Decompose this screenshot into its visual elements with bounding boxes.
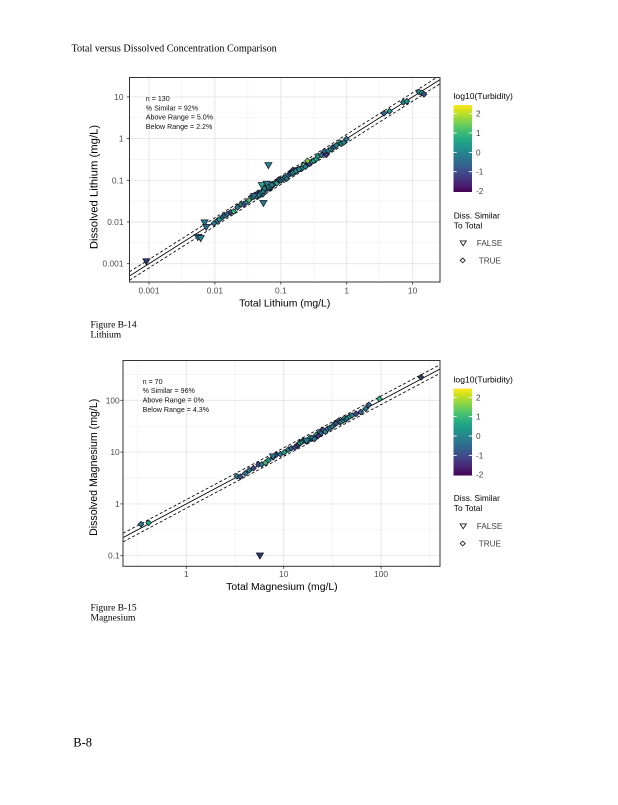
svg-text:% Similar = 92%: % Similar = 92% <box>146 104 199 112</box>
svg-text:2: 2 <box>476 393 481 402</box>
svg-text:FALSE: FALSE <box>477 239 503 248</box>
svg-text:1: 1 <box>184 569 189 579</box>
svg-text:-1: -1 <box>476 168 484 177</box>
svg-text:0.01: 0.01 <box>107 217 124 227</box>
svg-text:0: 0 <box>476 432 481 441</box>
svg-text:1: 1 <box>119 134 124 144</box>
svg-text:1: 1 <box>115 499 120 509</box>
svg-text:Above Range = 0%: Above Range = 0% <box>143 397 205 405</box>
svg-text:1: 1 <box>476 413 481 422</box>
svg-text:To Total: To Total <box>454 220 483 230</box>
svg-text:1: 1 <box>344 286 349 296</box>
svg-text:0.01: 0.01 <box>207 286 224 296</box>
svg-text:Diss. Similar: Diss. Similar <box>454 493 500 503</box>
svg-text:Total Magnesium (mg/L): Total Magnesium (mg/L) <box>226 582 337 593</box>
svg-text:0.001: 0.001 <box>103 259 124 269</box>
svg-text:Total Lithium (mg/L): Total Lithium (mg/L) <box>239 299 330 310</box>
svg-text:-1: -1 <box>476 451 484 460</box>
svg-text:0.001: 0.001 <box>139 286 160 296</box>
svg-text:Total versus Dissolved Concent: Total versus Dissolved Concentration Com… <box>72 44 277 55</box>
svg-text:Figure B-14: Figure B-14 <box>91 320 137 330</box>
svg-text:B-8: B-8 <box>73 736 92 750</box>
svg-text:TRUE: TRUE <box>479 256 502 265</box>
svg-text:-2: -2 <box>476 187 484 196</box>
svg-text:100: 100 <box>374 569 388 579</box>
svg-text:To Total: To Total <box>454 503 483 513</box>
svg-text:log10(Turbidity): log10(Turbidity) <box>454 375 514 385</box>
svg-text:Figure B-15: Figure B-15 <box>91 603 137 613</box>
svg-text:Diss. Similar: Diss. Similar <box>454 211 500 221</box>
svg-text:Magnesium: Magnesium <box>91 613 136 623</box>
svg-text:Above Range = 5.0%: Above Range = 5.0% <box>146 114 214 122</box>
svg-text:Lithium: Lithium <box>91 330 122 340</box>
svg-text:n = 130: n = 130 <box>146 95 170 103</box>
svg-text:TRUE: TRUE <box>479 540 502 549</box>
svg-text:10: 10 <box>408 286 418 296</box>
svg-text:Dissolved Lithium (mg/L): Dissolved Lithium (mg/L) <box>89 125 101 250</box>
svg-text:n = 70: n = 70 <box>143 378 163 386</box>
svg-text:2: 2 <box>476 110 481 119</box>
svg-text:1: 1 <box>476 129 481 138</box>
svg-text:% Similar = 96%: % Similar = 96% <box>143 387 196 395</box>
svg-text:-2: -2 <box>476 471 484 480</box>
svg-text:0.1: 0.1 <box>108 551 120 561</box>
svg-text:0.1: 0.1 <box>275 286 287 296</box>
svg-text:100: 100 <box>106 395 120 405</box>
svg-text:Dissolved Magnesium (mg/L): Dissolved Magnesium (mg/L) <box>88 399 100 536</box>
svg-text:0: 0 <box>476 148 481 157</box>
svg-text:Below Range = 4.3%: Below Range = 4.3% <box>143 406 210 414</box>
svg-text:FALSE: FALSE <box>477 522 503 531</box>
svg-text:log10(Turbidity): log10(Turbidity) <box>454 91 514 101</box>
svg-text:0.1: 0.1 <box>112 175 124 185</box>
svg-text:10: 10 <box>279 569 289 579</box>
svg-text:10: 10 <box>110 447 120 457</box>
svg-text:Below Range = 2.2%: Below Range = 2.2% <box>146 123 213 131</box>
svg-text:10: 10 <box>114 92 124 102</box>
